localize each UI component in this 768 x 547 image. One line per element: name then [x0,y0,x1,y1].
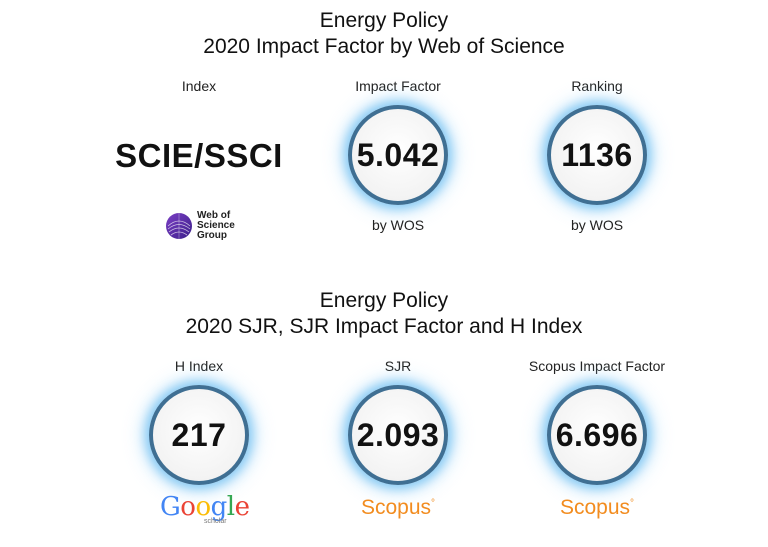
wos-globe-icon [166,213,192,239]
section1-title: Energy Policy 2020 Impact Factor by Web … [0,8,768,60]
h-index-label: H Index [174,358,224,374]
journal-name-2: Energy Policy [319,289,449,312]
index-label: Index [181,78,217,94]
scopus-logo-2: Scopus° [559,496,635,519]
impact-factor-circle: 5.042 [345,102,451,208]
impact-factor-label: Impact Factor [355,78,441,94]
wos-logo: Web of Science Group [165,211,235,241]
google-scholar-sub: scholar [204,518,227,525]
h-index-value: 217 [171,416,227,453]
journal-name: Energy Policy [319,9,449,32]
google-scholar-logo: Google scholar [160,492,250,525]
ranking-value: 1136 [561,136,633,173]
scopus-logo-1: Scopus° [360,496,436,519]
ranking-circle: 1136 [544,102,650,208]
ranking-source: by WOS [570,217,624,233]
section2-subtitle: 2020 SJR, SJR Impact Factor and H Index [185,315,583,338]
scopus-if-label: Scopus Impact Factor [528,358,666,374]
scopus-if-value: 6.696 [555,416,639,453]
ranking-label: Ranking [571,78,623,94]
impact-factor-value: 5.042 [356,136,440,173]
impact-factor-source: by WOS [371,217,425,233]
scopus-if-circle: 6.696 [544,382,650,488]
sjr-label: SJR [384,358,412,374]
index-value: SCIE/SSCI [115,137,283,174]
wos-logo-text: Web of Science Group [197,210,235,241]
h-index-circle: 217 [146,382,252,488]
section2-title: Energy Policy 2020 SJR, SJR Impact Facto… [0,288,768,340]
sjr-circle: 2.093 [345,382,451,488]
sjr-value: 2.093 [356,416,440,453]
section1-subtitle: 2020 Impact Factor by Web of Science [203,35,565,58]
